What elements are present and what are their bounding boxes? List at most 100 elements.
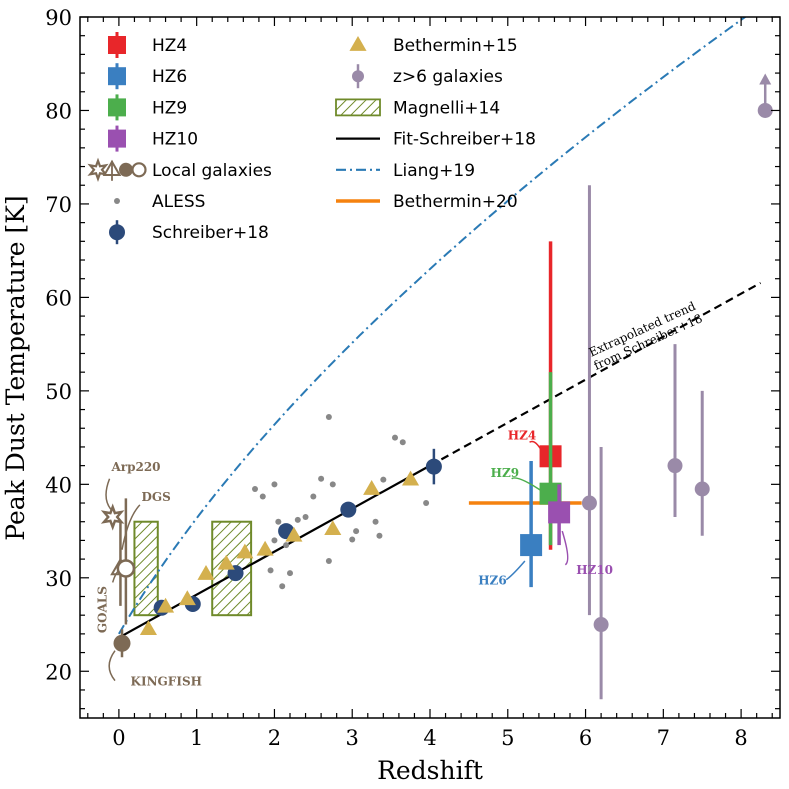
goals-point [116,559,136,578]
aless-point [380,476,387,483]
aless-point [275,518,282,525]
zgt6-arrowhead [759,73,772,85]
y-tick-label: 30 [45,567,72,591]
hz10-legend-marker [108,129,126,148]
aless-point [353,528,360,535]
hz4-label-arrow [529,440,545,455]
magnelli-legend-label: Magnelli+14 [393,98,500,118]
x-tick-label: 5 [501,726,514,750]
bethermin15-point [256,540,274,556]
bethermin15-point [217,554,235,570]
zgt6-point [757,102,773,118]
aless-point [287,570,293,577]
y-tick-label: 20 [45,660,72,684]
aless-point [279,583,286,590]
aless-point [310,493,317,500]
x-tick-label: 2 [268,726,281,750]
y-tick-label: 80 [45,99,72,123]
aless-point [349,536,356,543]
zgt6-point [581,495,597,511]
local-label-arrow [111,569,120,583]
goals-label: GOALS [95,586,109,633]
hz6-label: HZ6 [478,573,506,587]
aless-point [325,414,332,421]
bethermin15-point [285,526,303,542]
fit-legend-label: Fit-Schreiber+18 [393,130,536,150]
local-legend-circle [119,162,133,177]
aless-point [399,439,406,446]
hz10-legend-label: HZ10 [152,130,198,150]
x-tick-label: 0 [112,726,125,750]
hz10-point [548,501,571,524]
aless-legend-label: ALESS [152,192,205,212]
y-tick-label: 90 [45,6,72,30]
local-label-arrow [121,504,141,550]
hz10-label-arrow [561,530,569,566]
x-tick-label: 7 [657,726,670,750]
x-axis-label: Redshift [377,756,483,785]
zgt6-point [694,481,710,497]
arp220-point [100,503,125,531]
aless-point [372,518,379,525]
zgt6-point [667,458,683,474]
hz4-label: HZ4 [508,428,536,442]
aless-point [325,557,332,564]
dgs-label: DGS [141,490,170,504]
bethermin15-legend-marker [349,36,367,51]
zgt6-legend-marker [352,70,364,83]
aless-point [267,567,274,574]
local-label-arrow [108,650,116,682]
bethermin20-legend-label: Bethermin+20 [393,192,518,212]
zgt6-legend-label: z>6 galaxies [393,67,503,87]
bethermin15-point [139,620,157,636]
aless-point [392,434,398,441]
x-tick-label: 6 [579,726,592,750]
x-tick-label: 3 [346,726,359,750]
bethermin15-point [157,597,175,613]
extrapolated-trend-label: Extrapolated trendfrom Schreiber+18 [586,298,705,372]
hz9-point [539,482,562,505]
fit-schreiber18-extrapolation [429,281,762,467]
hz4-legend-marker [108,36,126,54]
aless-legend-marker [114,198,120,204]
liang19-curve [118,17,747,635]
liang-legend-label: Liang+19 [393,161,475,181]
hz6-label-arrow [505,560,526,581]
bethermin15-point [324,520,342,536]
aless-point [302,514,309,521]
magnelli14-box [133,520,159,617]
hz9-legend-label: HZ9 [152,98,187,118]
y-axis-label: Peak Dust Temperature [K] [1,195,30,540]
bethermin15-point [402,470,420,486]
x-tick-label: 4 [423,726,436,750]
arp220-label: Arp220 [110,460,160,474]
hz9-label: HZ9 [491,466,519,480]
bethermin15-point [236,543,254,559]
aless-point [423,500,430,507]
aless-point [259,493,266,500]
aless-point [271,537,278,544]
schreiber-legend-label: Schreiber+18 [152,223,269,243]
aless-point [318,475,325,482]
bethermin15-point [363,480,381,495]
hz10-label: HZ10 [576,563,613,577]
x-tick-label: 1 [190,726,203,750]
aless-point [376,532,383,539]
y-tick-label: 50 [45,380,72,404]
aless-point [294,516,301,523]
schreiber18-point [425,458,442,475]
magnelli14-legend-marker [335,98,381,117]
schreiber18-point [340,501,357,518]
y-tick-label: 40 [45,473,72,497]
hz6-legend-label: HZ6 [152,67,187,87]
bethermin15-point [178,590,196,606]
hz9-legend-marker [108,98,126,117]
local-legend-circle-open [131,162,147,178]
hz6-point [520,534,543,557]
aless-point [271,481,278,488]
x-tick-label: 8 [734,726,747,750]
local-legend-label: Local galaxies [152,161,272,181]
bethermin15-point [197,565,215,580]
bethermin15-legend-label: Bethermin+15 [393,36,518,56]
